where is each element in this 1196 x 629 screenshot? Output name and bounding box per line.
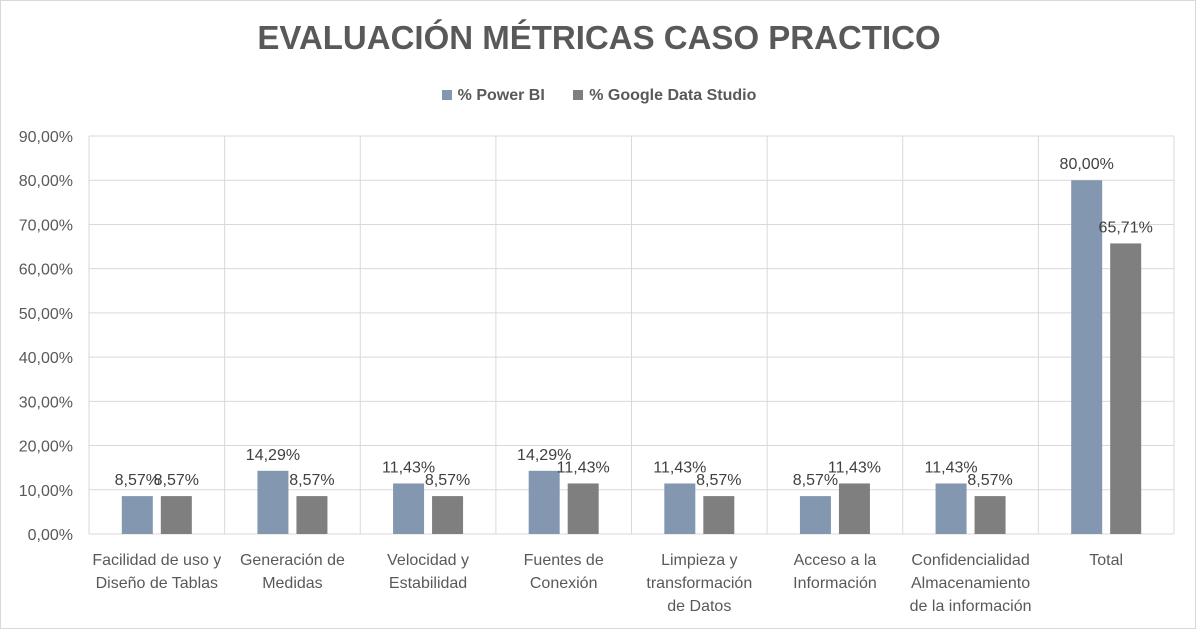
bar-google-data-studio <box>703 496 735 534</box>
x-tick-label: Facilidad de uso y <box>92 552 221 569</box>
bar-power-bi <box>257 470 289 534</box>
data-label: 80,00% <box>1060 156 1114 173</box>
y-tick-label: 20,00% <box>19 439 73 456</box>
legend: % Power BI % Google Data Studio <box>1 87 1196 105</box>
data-label: 11,43% <box>653 459 706 476</box>
y-tick-label: 30,00% <box>19 394 73 411</box>
bar-power-bi <box>935 483 967 534</box>
x-tick-label: transformación <box>646 575 752 592</box>
bar-power-bi <box>799 496 831 534</box>
y-tick-label: 70,00% <box>19 217 73 234</box>
data-label: 8,57% <box>696 472 741 489</box>
bar-google-data-studio <box>160 496 192 534</box>
x-tick-label: Limpieza y <box>661 552 737 569</box>
data-label: 8,57% <box>425 472 470 489</box>
data-label: 8,57% <box>154 472 199 489</box>
bar-power-bi <box>393 483 425 534</box>
x-tick-label: Estabilidad <box>389 575 467 592</box>
x-tick-label: Generación de <box>240 552 345 569</box>
data-label: 8,57% <box>115 472 160 489</box>
bar-google-data-studio <box>1110 243 1142 534</box>
bar-google-data-studio <box>974 496 1006 534</box>
bar-power-bi <box>1071 180 1103 534</box>
bar-google-data-studio <box>838 483 870 534</box>
legend-item-power-bi: % Power BI <box>441 87 545 105</box>
x-tick-label: Información <box>793 575 877 592</box>
y-tick-label: 40,00% <box>19 350 73 367</box>
x-tick-label: de Datos <box>667 598 731 615</box>
x-tick-label: Almacenamiento <box>911 575 1030 592</box>
data-label: 11,43% <box>925 459 978 476</box>
bar-google-data-studio <box>567 483 599 534</box>
data-label: 65,71% <box>1099 219 1153 236</box>
x-tick-label: Confidencialidad <box>911 552 1029 569</box>
y-tick-label: 60,00% <box>19 262 73 279</box>
data-label: 8,57% <box>967 472 1012 489</box>
x-tick-label: Acceso a la <box>794 552 877 569</box>
x-tick-label: Fuentes de <box>524 552 604 569</box>
data-label: 8,57% <box>793 472 838 489</box>
data-label: 11,43% <box>382 459 435 476</box>
bar-power-bi <box>528 470 560 534</box>
y-tick-label: 10,00% <box>19 483 73 500</box>
legend-label-google-data-studio: % Google Data Studio <box>589 87 757 104</box>
y-tick-label: 0,00% <box>28 527 73 544</box>
y-tick-label: 80,00% <box>19 173 73 190</box>
bar-power-bi <box>664 483 696 534</box>
legend-swatch-power-bi <box>441 90 452 100</box>
bar-power-bi <box>121 496 153 534</box>
x-tick-label: Diseño de Tablas <box>96 575 218 592</box>
x-tick-label: Medidas <box>262 575 322 592</box>
x-tick-label: Total <box>1089 552 1123 569</box>
x-tick-label: de la información <box>910 598 1032 615</box>
bar-google-data-studio <box>296 496 328 534</box>
data-label: 14,29% <box>246 447 300 464</box>
x-tick-label: Velocidad y <box>387 552 469 569</box>
bar-google-data-studio <box>432 496 464 534</box>
chart-title: EVALUACIÓN MÉTRICAS CASO PRACTICO <box>257 19 941 56</box>
legend-label-power-bi: % Power BI <box>457 87 545 104</box>
data-label: 8,57% <box>289 472 334 489</box>
data-label: 11,43% <box>557 459 610 476</box>
legend-swatch-google-data-studio <box>573 90 584 100</box>
y-tick-label: 50,00% <box>19 306 73 323</box>
x-tick-label: Conexión <box>530 575 598 592</box>
data-label: 11,43% <box>828 459 881 476</box>
y-tick-label: 90,00% <box>19 129 73 146</box>
legend-item-google-data-studio: % Google Data Studio <box>573 87 756 105</box>
data-label: 14,29% <box>517 447 571 464</box>
